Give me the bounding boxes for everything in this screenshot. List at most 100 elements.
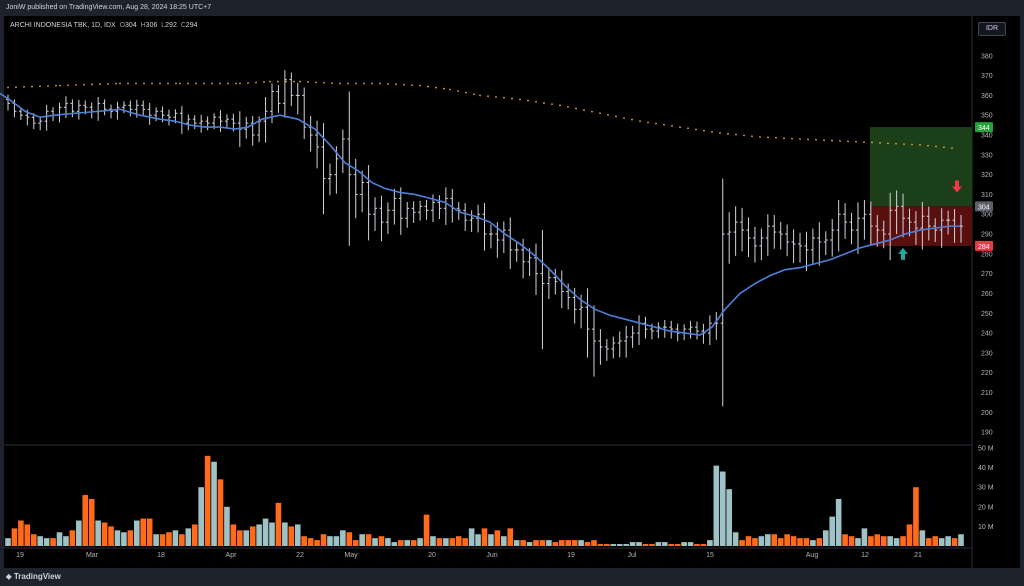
orange-ma-dot	[775, 136, 777, 139]
orange-ma-dot	[559, 104, 561, 107]
orange-ma-dot	[719, 132, 721, 134]
price-tick-label: 350	[981, 113, 993, 120]
volume-bar	[140, 518, 147, 546]
volume-bar	[642, 544, 649, 546]
publisher-text: JoniW published on TradingView.com, Aug …	[6, 4, 212, 11]
price-tick-label: 320	[981, 172, 993, 179]
orange-ma-dot	[363, 82, 365, 85]
orange-ma-dot	[895, 142, 897, 145]
orange-ma-dot	[543, 102, 545, 104]
orange-ma-dot	[655, 122, 657, 125]
volume-bar	[282, 522, 288, 546]
volume-bar	[719, 471, 726, 546]
volume-bar	[661, 542, 668, 546]
volume-bar	[604, 544, 610, 546]
volume-bar	[810, 540, 816, 546]
volume-bar	[842, 534, 848, 546]
volume-bar	[63, 536, 69, 546]
time-tick-label: 12	[861, 552, 869, 559]
volume-bar	[153, 534, 159, 546]
time-tick-label: Jun	[486, 552, 497, 559]
orange-ma-dot	[67, 84, 69, 87]
volume-bar	[127, 530, 134, 546]
tradingview-logo[interactable]: ⬥ TradingView	[6, 572, 61, 581]
orange-ma-dot	[799, 138, 801, 140]
orange-ma-dot	[269, 80, 271, 83]
orange-ma-dot	[107, 83, 109, 85]
orange-ma-dot	[919, 144, 921, 146]
time-tick-label: Apr	[226, 552, 238, 559]
price-tick-label: 250	[981, 311, 993, 318]
volume-bar	[108, 526, 114, 546]
volume-bar	[320, 534, 327, 546]
volume-bar	[739, 540, 745, 546]
volume-bar	[880, 536, 887, 546]
orange-ma-dot	[55, 84, 57, 87]
volume-bar	[101, 522, 108, 546]
volume-bar	[700, 544, 707, 546]
volume-bar	[501, 536, 507, 546]
orange-ma-dot	[615, 115, 617, 118]
volume-bar	[359, 534, 365, 546]
currency-button[interactable]: IDR	[978, 22, 1006, 36]
volume-bar	[179, 534, 185, 546]
orange-ma-dot	[687, 127, 689, 130]
current-price-label-bg	[975, 201, 993, 212]
volume-bar	[584, 542, 591, 546]
volume-bar	[887, 536, 893, 546]
volume-bar	[636, 542, 642, 546]
time-tick-label: Mar	[86, 552, 99, 559]
orange-ma-dot	[487, 95, 489, 98]
orange-ma-dot	[679, 126, 681, 129]
volume-bar	[76, 520, 82, 546]
volume-bar	[69, 530, 76, 546]
volume-bar	[488, 534, 494, 546]
current-price-label: 304	[978, 204, 990, 211]
orange-ma-dot	[263, 81, 265, 83]
volume-bar	[565, 540, 572, 546]
orange-ma-dot	[631, 118, 633, 121]
volume-bar	[732, 532, 739, 546]
orange-ma-dot	[473, 93, 475, 96]
volume-bar	[468, 528, 475, 546]
volume-bar	[314, 540, 320, 546]
volume-bar	[681, 542, 687, 546]
volume-bar	[294, 524, 301, 546]
orange-ma-dot	[427, 85, 429, 88]
price-tick-label: 240	[981, 331, 993, 338]
orange-ma-dot	[331, 82, 333, 85]
orange-ma-dot	[315, 81, 317, 84]
orange-ma-dot	[639, 120, 641, 123]
volume-bar	[526, 542, 533, 546]
volume-bar	[436, 538, 443, 546]
orange-ma-dot	[179, 82, 181, 85]
volume-bar	[217, 479, 224, 546]
orange-ma-dot	[855, 140, 857, 143]
volume-bar	[455, 536, 462, 546]
price-tick-label: 260	[981, 291, 993, 298]
volume-bar	[906, 524, 913, 546]
volume-tick-label: 40 M	[978, 465, 994, 472]
orange-ma-dot	[465, 91, 467, 94]
orange-ma-dot	[127, 82, 129, 85]
symbol-name[interactable]: ARCHI INDONESIA TBK, 1D, IDX	[10, 22, 116, 29]
close-value: 294	[185, 22, 198, 29]
volume-bar	[649, 544, 655, 546]
chart-pane[interactable]	[4, 16, 1020, 568]
orange-ma-dot	[119, 82, 121, 85]
orange-ma-dot	[823, 139, 825, 142]
time-tick-label: 18	[157, 552, 165, 559]
volume-bar	[443, 538, 449, 546]
volume-bar	[365, 534, 372, 546]
volume-bar	[256, 524, 262, 546]
volume-bar	[269, 522, 275, 546]
profit-zone	[870, 127, 972, 207]
volume-bar	[848, 536, 855, 546]
volume-bar	[114, 530, 121, 546]
orange-ma-dot	[151, 82, 153, 85]
volume-bar	[230, 524, 237, 546]
volume-bar	[900, 536, 906, 546]
volume-bar	[713, 465, 720, 546]
volume-bar	[494, 530, 501, 546]
